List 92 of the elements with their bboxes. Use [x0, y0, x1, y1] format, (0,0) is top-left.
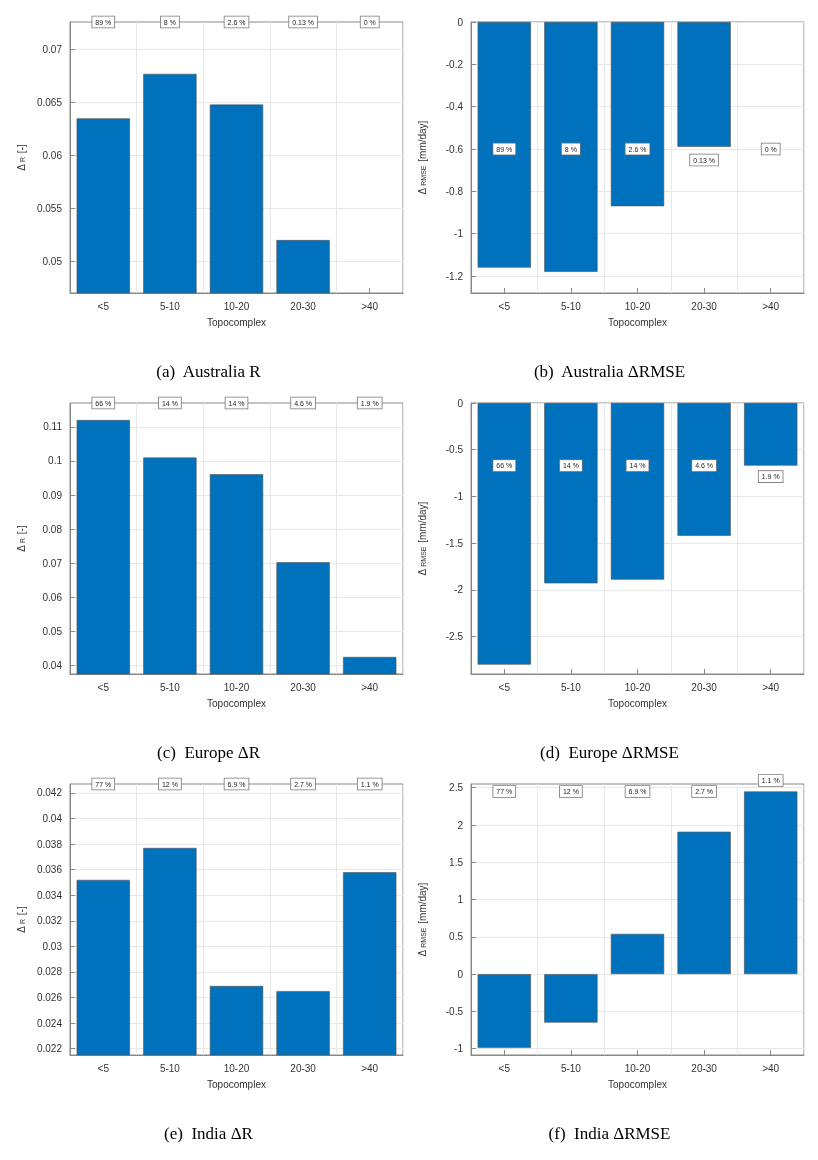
x-tick-label: 20-30 — [691, 681, 718, 693]
text: (f) India ΔRMSE — [548, 1124, 671, 1143]
text: (c) Europe ΔR — [157, 743, 261, 762]
y-tick-label: -1 — [454, 1043, 464, 1055]
y-tick-label: 0.07 — [42, 557, 63, 569]
x-tick-label: 5-10 — [159, 681, 181, 693]
y-tick-label: 0 — [457, 397, 464, 409]
x-axis-title: Topocomplex — [608, 697, 667, 709]
x-tick-label: 5-10 — [560, 300, 582, 312]
y-tick-label: 0.028 — [36, 966, 63, 978]
x-axis-title: Topocomplex — [207, 316, 266, 328]
x-axis-title: Topocomplex — [207, 697, 266, 709]
y-tick-label: -1 — [454, 490, 464, 502]
y-tick-label: 0.04 — [42, 813, 63, 825]
x-tick-label: <5 — [498, 300, 511, 312]
y-tick-label: 0.034 — [36, 889, 63, 901]
x-tick-label: 20-30 — [691, 300, 718, 312]
x-tick-label: 20-30 — [290, 1062, 317, 1074]
y-tick-label: 0.038 — [36, 838, 63, 850]
y-tick-label: 2.5 — [449, 782, 464, 794]
x-tick-label: >40 — [762, 1062, 780, 1074]
y-tick-label: 0.5 — [449, 931, 464, 943]
x-tick-label: 5-10 — [159, 1062, 181, 1074]
y-tick-label: 0.055 — [36, 202, 63, 214]
x-axis-title: Topocomplex — [207, 1078, 266, 1090]
y-tick-label: 0 — [457, 968, 464, 980]
y-tick-label: -0.8 — [445, 185, 464, 197]
y-tick-label: -1 — [454, 228, 464, 240]
bar — [677, 831, 731, 975]
y-tick-label: 0.07 — [42, 44, 63, 56]
x-tick-label: <5 — [97, 681, 110, 693]
text: (d) Europe ΔRMSE — [540, 743, 679, 762]
x-tick-label: 10-20 — [223, 1062, 250, 1074]
x-tick-label: 20-30 — [290, 681, 317, 693]
y-tick-label: 0.05 — [42, 625, 63, 637]
x-tick-label: <5 — [498, 1062, 511, 1074]
y-tick-label: 0.036 — [36, 864, 63, 876]
x-tick-label: >40 — [361, 300, 379, 312]
text: (b) Australia ΔRMSE — [533, 362, 686, 381]
y-tick-label: -0.2 — [445, 58, 464, 70]
x-tick-label: 20-30 — [691, 1062, 718, 1074]
x-tick-label: 10-20 — [223, 681, 250, 693]
y-tick-label: 1.5 — [449, 856, 464, 868]
y-tick-label: 0.08 — [42, 523, 63, 535]
y-tick-label: 0.024 — [36, 1017, 63, 1029]
x-tick-label: 20-30 — [290, 300, 317, 312]
y-tick-label: 0 — [457, 16, 464, 28]
x-tick-label: 5-10 — [560, 1062, 582, 1074]
x-tick-label: <5 — [97, 300, 110, 312]
y-tick-label: 0.04 — [42, 659, 63, 671]
x-tick-label: >40 — [361, 681, 379, 693]
y-tick-label: -2 — [454, 584, 464, 596]
x-tick-label: 10-20 — [624, 681, 651, 693]
y-tick-label: 2 — [457, 819, 464, 831]
x-tick-label: <5 — [97, 1062, 110, 1074]
bar — [744, 791, 798, 975]
y-tick-label: 0.06 — [42, 149, 63, 161]
y-tick-label: 0.05 — [42, 255, 63, 267]
x-axis-title: Topocomplex — [608, 1078, 667, 1090]
x-tick-label: <5 — [498, 681, 511, 693]
x-tick-label: 10-20 — [624, 1062, 651, 1074]
y-tick-label: 0.022 — [36, 1043, 63, 1055]
y-tick-label: -1.5 — [445, 537, 464, 549]
y-tick-label: 0.03 — [42, 940, 63, 952]
y-tick-label: -0.4 — [445, 101, 464, 113]
y-tick-label: 0.026 — [36, 991, 63, 1003]
bar — [477, 974, 531, 1048]
x-tick-label: >40 — [361, 1062, 379, 1074]
y-tick-label: -0.5 — [445, 1005, 464, 1017]
x-tick-label: 10-20 — [223, 300, 250, 312]
bar — [610, 933, 665, 975]
y-tick-label: -1.2 — [445, 270, 464, 282]
y-tick-label: 1 — [457, 894, 464, 906]
x-tick-label: 5-10 — [159, 300, 181, 312]
y-tick-label: -2.5 — [445, 631, 464, 643]
x-tick-label: 5-10 — [560, 681, 582, 693]
bar — [544, 974, 598, 1023]
text: (a) Australia R — [156, 362, 262, 381]
y-tick-label: -0.5 — [445, 444, 464, 456]
y-tick-label: -0.6 — [445, 143, 464, 155]
y-tick-label: 0.042 — [36, 787, 63, 799]
x-tick-label: >40 — [762, 300, 780, 312]
y-tick-label: 0.032 — [36, 915, 63, 927]
y-tick-label: 0.09 — [42, 489, 63, 501]
x-tick-label: 10-20 — [624, 300, 651, 312]
y-tick-label: 0.1 — [48, 455, 63, 467]
text: (e) India ΔR — [164, 1124, 254, 1143]
y-tick-label: 0.06 — [42, 591, 63, 603]
y-tick-label: 0.065 — [36, 96, 63, 108]
x-tick-label: >40 — [762, 681, 780, 693]
y-tick-label: 0.11 — [43, 421, 63, 433]
x-axis-title: Topocomplex — [608, 316, 667, 328]
